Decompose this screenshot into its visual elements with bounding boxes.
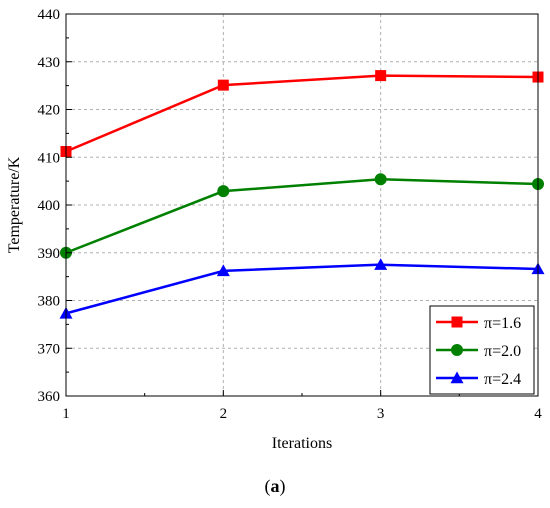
series-2-point — [374, 173, 387, 186]
y-tick-label: 370 — [38, 341, 61, 357]
x-tick-labels: 1 2 3 4 — [62, 406, 542, 422]
series-3-point — [374, 258, 388, 270]
y-tick-label: 440 — [38, 7, 61, 23]
caption-letter: a — [270, 476, 280, 496]
line-chart: 360 370 380 390 400 410 420 430 440 1 2 3 4 Iterati… — [6, 7, 545, 452]
grid-lines — [66, 14, 538, 396]
caption-close-paren: ) — [279, 476, 286, 496]
legend-swatch-marker — [450, 371, 464, 384]
series-line-1 — [65, 74, 539, 153]
series-3-point — [216, 264, 230, 277]
legend-label: π=1.6 — [484, 315, 521, 332]
y-tick-labels: 360 370 380 390 400 410 420 430 440 — [38, 7, 61, 405]
legend-label: π=2.4 — [484, 371, 521, 388]
y-tick-label: 410 — [38, 150, 61, 166]
series-line-3 — [65, 263, 539, 315]
x-axis-title: Iterations — [272, 435, 332, 452]
legend-label: π=2.0 — [484, 343, 521, 360]
y-tick-label: 360 — [38, 389, 61, 405]
series-1-point — [217, 79, 229, 91]
x-tick-label: 4 — [534, 406, 542, 422]
series-markers — [59, 70, 545, 319]
series-line-2 — [65, 177, 539, 254]
y-axis-title: Temperature/K — [6, 156, 23, 253]
x-tick-label: 1 — [62, 406, 70, 422]
series-2-point — [217, 185, 230, 198]
y-tick-label: 400 — [38, 198, 61, 214]
series-lines — [65, 74, 539, 315]
legend-swatch-marker — [451, 316, 463, 328]
x-tick-label: 3 — [377, 406, 385, 422]
axis-ticks — [65, 13, 539, 397]
series-1-point — [375, 70, 387, 82]
y-tick-label: 390 — [38, 246, 61, 262]
x-tick-label: 2 — [220, 406, 228, 422]
y-tick-label: 380 — [38, 294, 61, 310]
figure-caption: (a) — [0, 476, 550, 497]
y-tick-label: 430 — [38, 55, 61, 71]
legend: π=1.6 π=2.0 π=2.4 — [429, 305, 535, 395]
legend-swatch-marker — [451, 344, 463, 356]
y-tick-label: 420 — [38, 103, 61, 119]
caption-open-paren: ( — [264, 476, 271, 496]
